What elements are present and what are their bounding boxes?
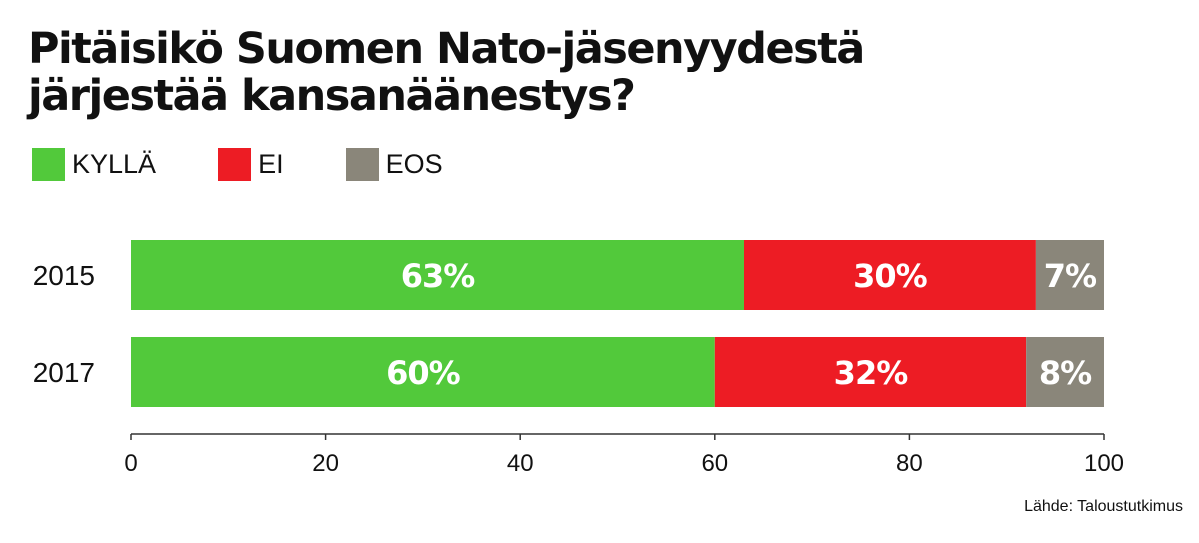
x-tick-label-100: 100 — [1084, 450, 1124, 477]
x-tick-label-40: 40 — [507, 450, 534, 477]
legend-label-kylla: KYLLÄ — [72, 148, 157, 179]
x-tick-label-0: 0 — [124, 450, 137, 477]
legend-label-eos: EOS — [385, 148, 443, 179]
category-label-2017: 2017 — [33, 357, 95, 388]
data-label-2015-ei: 30% — [853, 257, 928, 295]
x-tick-label-60: 60 — [701, 450, 728, 477]
data-label-2015-kyllä: 63% — [401, 257, 476, 295]
legend-item-eos: EOS — [345, 147, 443, 181]
bar-2015-kyllä — [131, 240, 744, 310]
bar-2017-ei — [714, 337, 1027, 407]
legend-label-ei: EI — [258, 148, 284, 179]
legend-swatch-eos — [345, 147, 379, 181]
bar-2017-eos — [1026, 337, 1104, 407]
bar-2015-ei — [743, 240, 1036, 310]
legend-swatch-ei — [218, 147, 252, 181]
data-label-2015-eos: 7% — [1044, 257, 1097, 295]
x-tick-label-20: 20 — [312, 450, 339, 477]
source-note: Lähde: Taloustutkimus — [1024, 498, 1183, 515]
legend: KYLLÄ EI EOS — [32, 146, 505, 182]
data-label-2017-kyllä: 60% — [386, 354, 461, 392]
chart-title: Pitäisikö Suomen Nato-jäsenyydestä järje… — [28, 24, 865, 121]
legend-item-kylla: KYLLÄ — [32, 147, 157, 181]
category-label-2015: 2015 — [33, 260, 95, 291]
legend-swatch-kylla — [32, 147, 65, 181]
x-tick-label-80: 80 — [896, 450, 923, 477]
bar-2017-kyllä — [131, 337, 715, 407]
legend-item-ei: EI — [218, 147, 284, 181]
data-label-2017-ei: 32% — [834, 354, 909, 392]
bar-2015-eos — [1035, 240, 1104, 310]
data-label-2017-eos: 8% — [1039, 354, 1092, 392]
